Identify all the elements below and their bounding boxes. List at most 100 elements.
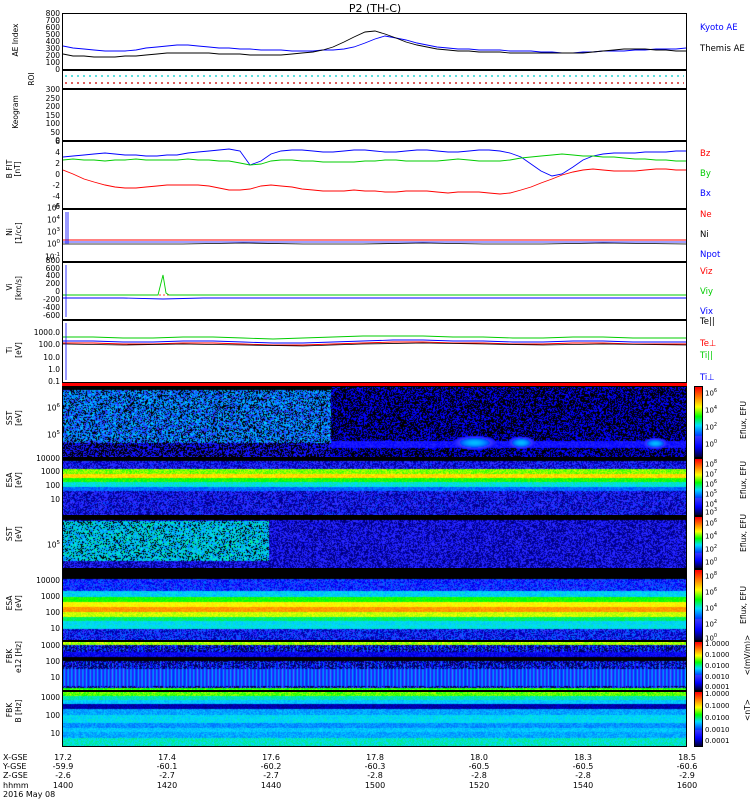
bottom-tick-column: 17.4 -60.1 -2.7 1420 [134,753,200,790]
legend-ti-perp: Ti⊥ [700,373,715,383]
ti-axis-unit: [eV] [14,342,23,358]
legend-viy: Viy [700,287,714,297]
colorbar-fbk-b [694,691,703,747]
legend-ne: Ne [700,210,712,220]
sst-electron-axis-unit: [eV] [14,410,23,426]
tick-z-gse: -2.8 [471,771,487,781]
tick-y-gse: -60.2 [260,762,282,772]
ni-axis-unit: [1/cc] [14,222,23,244]
fbk-b-axis-unit: B [Hz] [14,699,23,723]
bottom-tick-column: 17.8 -60.3 -2.8 1500 [342,753,408,790]
tick-x-gse: 17.8 [366,753,384,762]
tick-y-gse: -60.1 [156,762,178,772]
legend-bz: Bz [700,149,711,159]
keogram-axis-label: Keogram [11,95,20,129]
ti-red-boundary [62,383,687,386]
legend-te-par: Te|| [700,317,715,327]
roi-axis-label: ROI [27,72,36,86]
colorbar-sst-electron [694,386,703,458]
panel-ae-index [62,13,687,70]
tick-z-gse: -2.6 [55,771,71,781]
legend-vix: Vix [700,307,714,317]
date-label: 2016 May 08 [3,789,56,799]
esa-ion-axis-unit: [eV] [14,595,23,611]
tick-hhmm: 1420 [156,780,178,790]
page-title: P2 (TH-C) [348,2,402,15]
ae-index-axis-label: AE Index [11,23,20,57]
fbk-e12-axis-unit: e12 [Hz] [14,641,23,673]
bottom-tick-column: 17.2 -59.9 -2.6 1400 [30,753,96,790]
colorbar-sst-ion [694,516,703,569]
panel-keogram [62,89,687,141]
tick-x-gse: 17.6 [262,753,280,762]
legend-viz: Viz [700,267,713,277]
vi-traces [63,265,686,317]
tick-hhmm: 1400 [52,780,74,790]
tick-z-gse: -2.8 [575,771,591,781]
tick-hhmm: 1520 [468,780,490,790]
row-label-z-gse: Z-GSE [3,771,28,781]
bottom-tick-column: 18.0 -60.5 -2.8 1520 [446,753,512,790]
panel-vi [62,262,687,320]
panel-ti [62,320,687,383]
row-label-y-gse: Y-GSE [3,762,27,772]
legend-te-perp: Te⊥ [700,339,717,349]
tick-y-gse: -60.3 [364,762,386,772]
tick-hhmm: 1500 [364,780,386,790]
tick-hhmm: 1540 [572,780,594,790]
tick-z-gse: -2.8 [367,771,383,781]
tick-x-gse: 17.2 [54,753,72,762]
tick-z-gse: -2.9 [679,771,695,781]
panel-esa-ion [62,569,687,641]
row-label-x-gse: X-GSE [3,753,28,762]
sst-ion-axis-unit: [eV] [14,526,23,542]
panel-esa-electron [62,458,687,516]
tick-y-gse: -60.5 [468,762,490,772]
panel-roi [62,70,687,89]
colorbar-fbk-b-label: <nT> [743,699,750,721]
tick-x-gse: 18.5 [678,753,696,762]
row-label-hhmm: hhmm [3,780,29,790]
tick-x-gse: 18.0 [470,753,488,762]
legend-bx: Bx [700,189,711,199]
legend-ti-par: Ti|| [700,351,714,361]
tick-z-gse: -2.7 [159,771,175,781]
colorbar-esa-ion [694,569,703,641]
tick-hhmm: 1600 [676,780,698,790]
legend-themis-ae: Themis AE [700,44,745,54]
legend-ni: Ni [700,230,709,240]
b-fit-axis-unit: [nT] [13,161,22,177]
legend-npot: Npot [700,250,721,260]
tick-hhmm: 1440 [260,780,282,790]
panel-ni [62,209,687,262]
legend-by: By [700,169,711,179]
panel-sst-electron [62,386,687,458]
ni-traces [63,212,686,245]
colorbar-sst-ion-label: Eflux, EFU [739,514,748,552]
tick-y-gse: -59.9 [52,762,74,772]
tick-y-gse: -60.5 [572,762,594,772]
panel-fbk-e12 [62,641,687,691]
bottom-tick-column: 17.6 -60.2 -2.7 1440 [238,753,304,790]
panel-b-fit [62,141,687,209]
b-fit-traces [63,148,686,195]
colorbar-fbk-e12 [694,641,703,691]
vi-axis-unit: [km/s] [14,276,23,300]
legend-kyoto-ae: Kyoto AE [700,23,738,33]
esa-electron-axis-unit: [eV] [14,472,23,488]
ti-traces [63,323,686,380]
colorbar-esa-electron [694,458,703,516]
tick-x-gse: 17.4 [158,753,176,762]
tick-y-gse: -60.6 [676,762,698,772]
tick-z-gse: -2.7 [263,771,279,781]
ae-index-traces [63,30,686,58]
bottom-tick-column: 18.3 -60.5 -2.8 1540 [550,753,616,790]
bottom-tick-column: 18.5 -60.6 -2.9 1600 [654,753,720,790]
bottom-axis-row-labels: X-GSE Y-GSE Z-GSE hhmm 2016 May 08 [3,753,55,799]
colorbar-fbk-e12-label: <(mV/m)> [743,634,750,676]
tick-x-gse: 18.3 [574,753,592,762]
panel-fbk-b [62,691,687,747]
panel-sst-ion [62,516,687,569]
colorbar-sst-electron-label: Eflux, EFU [739,401,748,439]
